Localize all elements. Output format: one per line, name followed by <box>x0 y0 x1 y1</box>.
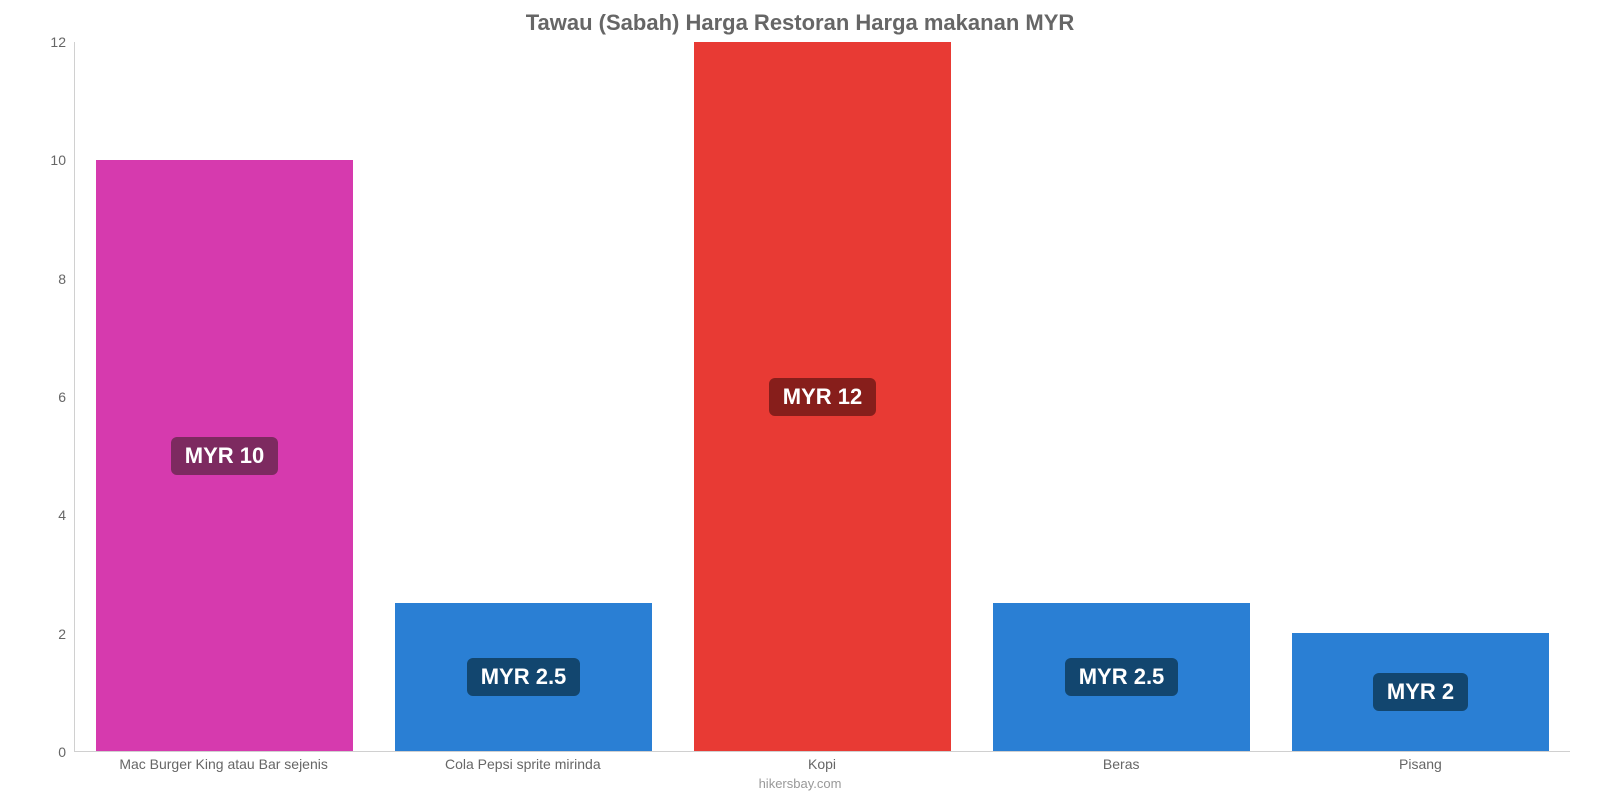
bar: MYR 2.5 <box>993 603 1250 751</box>
bars-row: MYR 10 MYR 2.5 MYR 12 MYR 2.5 MYR 2 <box>75 42 1570 751</box>
x-tick-label: Pisang <box>1271 752 1570 774</box>
bar: MYR 10 <box>96 160 353 751</box>
y-tick-label: 8 <box>58 271 66 287</box>
x-tick-label: Kopi <box>672 752 971 774</box>
bar-slot: MYR 2.5 <box>374 42 673 751</box>
plot: MYR 10 MYR 2.5 MYR 12 MYR 2.5 MYR 2 <box>74 42 1570 752</box>
bar-value-label: MYR 2.5 <box>1065 658 1179 696</box>
bar-value-label: MYR 10 <box>171 437 278 475</box>
chart-title: Tawau (Sabah) Harga Restoran Harga makan… <box>30 10 1570 36</box>
bar: MYR 2 <box>1292 633 1549 751</box>
x-tick-label: Mac Burger King atau Bar sejenis <box>74 752 373 774</box>
bar-slot: MYR 10 <box>75 42 374 751</box>
plot-area: 024681012 MYR 10MYR 2.5MYR 12MYR 2.5MYR … <box>30 42 1570 752</box>
y-tick-label: 12 <box>50 34 66 50</box>
attribution-text: hikersbay.com <box>30 776 1570 791</box>
bar-value-label: MYR 2 <box>1373 673 1468 711</box>
y-tick-label: 4 <box>58 507 66 523</box>
x-tick-label: Cola Pepsi sprite mirinda <box>373 752 672 774</box>
bar-slot: MYR 2 <box>1271 42 1570 751</box>
bar: MYR 2.5 <box>395 603 652 751</box>
y-tick-label: 0 <box>58 744 66 760</box>
y-tick-label: 2 <box>58 626 66 642</box>
bar: MYR 12 <box>694 42 951 751</box>
bar-slot: MYR 2.5 <box>972 42 1271 751</box>
bar-slot: MYR 12 <box>673 42 972 751</box>
bar-value-label: MYR 2.5 <box>467 658 581 696</box>
y-tick-label: 10 <box>50 152 66 168</box>
y-axis: 024681012 <box>30 42 74 752</box>
bar-value-label: MYR 12 <box>769 378 876 416</box>
chart-container: Tawau (Sabah) Harga Restoran Harga makan… <box>0 0 1600 800</box>
x-tick-label: Beras <box>972 752 1271 774</box>
x-axis: Mac Burger King atau Bar sejenisCola Pep… <box>74 752 1570 774</box>
y-tick-label: 6 <box>58 389 66 405</box>
